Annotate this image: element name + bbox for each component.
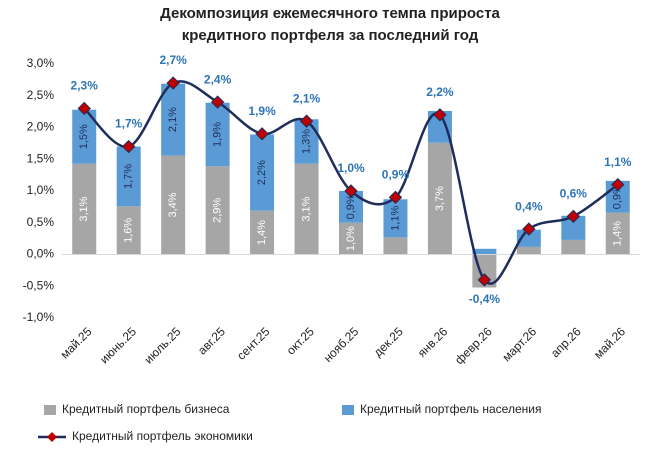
segment-label: 3,1% [300,196,312,221]
segment-label: 1,4% [612,221,624,246]
bar-segment [250,210,275,255]
value-label: 0,9% [382,168,410,182]
marker [166,76,180,90]
segment-label: 2,2% [256,160,268,185]
bar-segment [161,83,186,156]
y-tick-label: 2,0% [27,120,55,134]
y-tick-label: -1,0% [23,310,55,324]
segment-label: 0,9% [345,194,357,219]
y-tick-label: 0,0% [27,247,55,261]
segment-label: 3,4% [167,192,179,217]
marker [344,184,358,198]
value-label: -0,4% [469,292,501,306]
x-tick-label: февр.26 [452,324,495,367]
marker [299,114,314,128]
chart-title: Декомпозиция ежемесячного темпа прироста [160,5,500,22]
y-tick-label: 3,0% [27,56,55,70]
x-tick-label: дек.25 [371,324,406,359]
bar-segment [116,206,141,255]
bar-segment [561,239,586,255]
y-tick-label: 1,5% [27,151,55,165]
legend-swatch [342,405,354,415]
marker [477,273,492,287]
segment-label: 3,7% [434,186,446,211]
segment-label: 1,9% [212,122,224,147]
segment-label: 1,5% [78,124,90,149]
value-label: 2,2% [426,85,454,99]
marker [566,209,581,224]
bar-segment [250,134,275,211]
bar-segment [383,237,408,255]
segment-label: 2,1% [167,107,179,132]
segment-label: 1,7% [123,164,135,189]
x-tick-label: май.26 [591,324,628,361]
x-tick-label: май.25 [58,324,95,361]
marker [433,108,447,122]
value-label: 2,4% [204,72,232,86]
segment-label: 1,6% [123,218,135,243]
x-tick-label: сент.25 [234,324,273,363]
marker [388,190,403,205]
value-label: 2,3% [71,79,99,93]
x-tick-label: июль.25 [142,324,184,366]
legend-marker [47,432,57,442]
legend-label: Кредитный портфель населения [360,402,541,416]
marker [121,139,136,154]
x-tick-label: март.26 [499,324,539,364]
marker [210,95,225,109]
x-tick-label: июнь.25 [97,324,139,366]
segment-label: 3,1% [78,196,90,221]
bar-segment [161,155,186,255]
segment-label: 0,9% [612,184,624,209]
value-label: 2,1% [293,91,321,105]
value-label: 1,9% [248,104,276,118]
value-label: 1,0% [337,161,365,175]
value-label: 2,7% [159,53,187,67]
x-tick-label: янв.26 [415,324,451,360]
segment-label: 2,9% [212,198,224,223]
bar-segment [472,248,497,255]
bar-segment [205,166,230,255]
x-tick-label: окт.25 [284,324,317,357]
segment-label: 1,3% [300,129,312,154]
y-tick-label: 0,5% [27,215,55,229]
x-tick-label: апр.26 [548,324,584,360]
y-tick-label: 2,5% [27,88,55,102]
bar-segment [72,163,97,255]
legend-swatch [44,405,56,415]
marker [77,101,91,116]
bar-segment [339,222,363,255]
marker [611,177,625,192]
bar-segment [205,102,230,167]
y-tick-label: -0,5% [23,278,55,292]
value-label: 0,6% [560,187,588,201]
marker [522,222,536,236]
legend-label: Кредитный портфель бизнеса [62,402,230,416]
x-tick-label: авг.25 [195,324,228,357]
bar-segment [383,199,408,238]
segment-label: 1,1% [389,206,401,231]
bar-segment [294,163,319,255]
value-label: 0,4% [515,199,543,213]
value-label: 1,1% [604,155,632,169]
y-tick-label: 1,0% [27,183,55,197]
bar-segment [605,212,630,255]
segment-label: 1,4% [256,220,268,245]
chart-title: кредитного портфеля за последний год [182,27,479,44]
marker [255,127,269,141]
segment-label: 1,0% [345,226,357,251]
bar-segment [427,142,452,255]
legend-label: Кредитный портфель экономики [72,429,253,443]
bar-segment [116,146,141,207]
bar-segment [516,246,541,255]
x-tick-label: нояб.25 [321,324,362,365]
value-label: 1,7% [115,117,143,131]
